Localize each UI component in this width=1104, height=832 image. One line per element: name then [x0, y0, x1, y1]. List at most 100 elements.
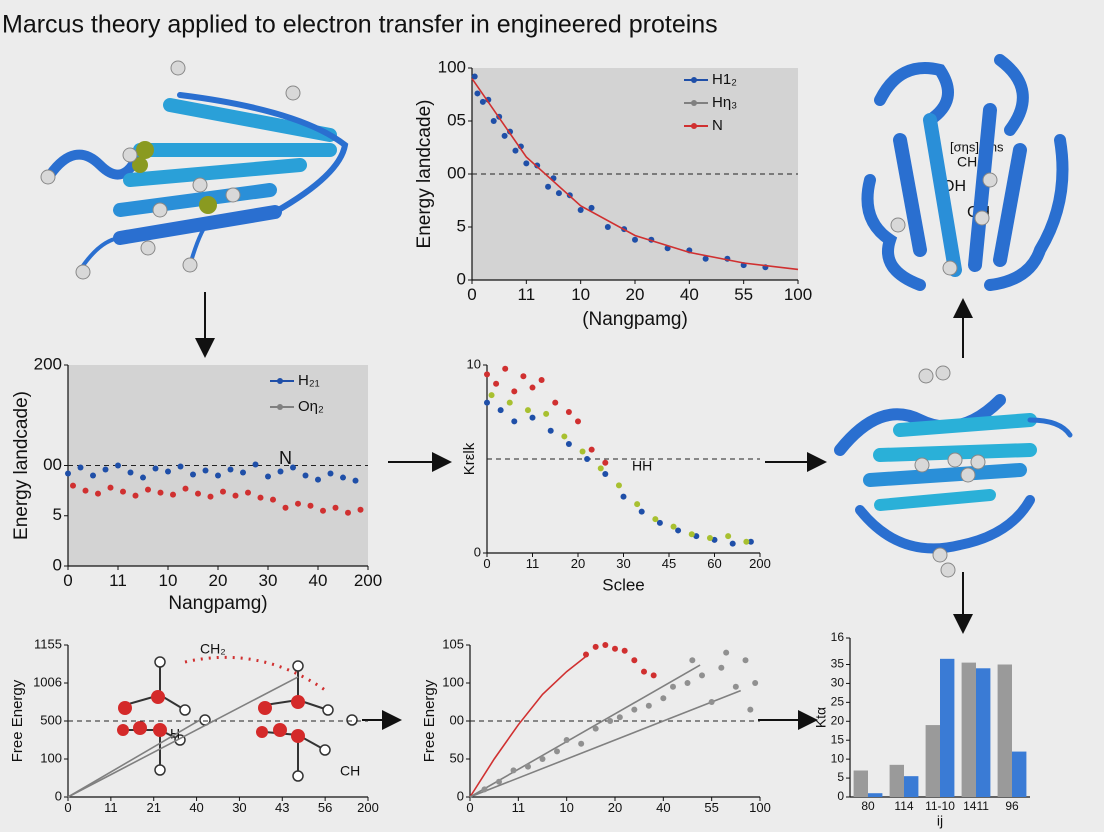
sphere — [152, 202, 168, 218]
series-line — [469, 664, 701, 798]
data-point — [195, 490, 201, 497]
x-tick-label: 55 — [734, 285, 753, 304]
data-point — [523, 160, 530, 167]
x-tick-label: 0 — [64, 800, 71, 815]
bar — [853, 770, 868, 797]
y-tick-label: 5 — [53, 505, 62, 524]
ribbon — [45, 145, 145, 180]
data-point — [497, 407, 504, 414]
y-tick-label: 0 — [53, 555, 62, 574]
data-point — [511, 388, 518, 395]
data-point — [240, 469, 246, 476]
sphere — [942, 260, 958, 276]
data-point — [327, 470, 334, 477]
data-point — [693, 533, 700, 540]
data-point — [132, 492, 139, 499]
data-point — [484, 399, 490, 406]
bar — [976, 668, 991, 797]
data-point — [102, 466, 109, 473]
data-point — [352, 477, 359, 484]
annotation: HH — [632, 458, 652, 474]
y-tick-label: 0 — [837, 789, 844, 803]
data-point — [711, 536, 718, 543]
data-point — [77, 464, 84, 471]
data-point — [545, 183, 552, 190]
data-point — [615, 482, 622, 489]
atoms — [154, 656, 358, 782]
data-point — [65, 470, 71, 477]
legend-label: Hη₃ — [712, 94, 737, 111]
ribbon — [123, 158, 307, 187]
x-tick-label: 20 — [608, 800, 622, 815]
x-axis-label: (Nangpamg) — [582, 309, 688, 330]
data-point — [732, 683, 739, 690]
x-tick-label: 40 — [680, 285, 699, 304]
x-tick-label: 200 — [354, 571, 382, 590]
data-point — [554, 748, 560, 755]
data-point — [320, 507, 326, 514]
sphere — [285, 85, 301, 101]
sphere — [947, 452, 963, 468]
y-tick-label: 100 — [438, 57, 466, 76]
data-point — [652, 516, 659, 523]
y-tick-label: 10 — [467, 356, 481, 371]
data-point — [631, 657, 638, 664]
sphere — [140, 240, 156, 256]
data-point — [524, 407, 531, 414]
legend-label: N — [712, 117, 723, 134]
data-point — [490, 118, 497, 124]
data-point — [561, 433, 568, 440]
x-tick-label: 40 — [189, 800, 203, 815]
data-point — [583, 651, 589, 658]
cofactor — [199, 196, 217, 214]
cofactor — [132, 157, 148, 173]
data-point — [602, 471, 609, 478]
data-point — [496, 778, 502, 785]
data-point — [684, 680, 691, 686]
data-point — [165, 468, 171, 475]
x-tick-label: 60 — [707, 556, 721, 571]
x-axis-label: ij — [937, 813, 943, 829]
data-point — [145, 486, 151, 493]
sphere — [75, 264, 91, 280]
y-tick-label: 35 — [831, 657, 845, 671]
x-tick-label: 30 — [232, 800, 246, 815]
y-axis-label: Free Energy — [9, 679, 26, 762]
legend-swatch — [691, 100, 697, 106]
data-point — [592, 725, 599, 732]
data-point — [538, 377, 545, 384]
y-tick-label: 20 — [831, 713, 845, 727]
data-point — [747, 706, 754, 713]
bar — [904, 776, 919, 797]
data-point — [245, 489, 251, 496]
data-point — [621, 647, 628, 654]
data-point — [220, 488, 226, 495]
annotation: N — [279, 448, 292, 468]
data-point — [650, 672, 657, 679]
y-tick-label: 5 — [457, 216, 466, 235]
data-point — [182, 485, 189, 492]
data-point — [747, 538, 754, 545]
data-point — [302, 472, 309, 479]
data-point — [638, 508, 645, 515]
y-tick-label: 00 — [447, 163, 466, 182]
x-tick-label: 10 — [571, 285, 590, 304]
ribbon — [855, 495, 1035, 554]
ribbon — [923, 113, 962, 277]
ribbon — [113, 183, 277, 217]
data-point — [607, 718, 614, 724]
sphere — [122, 147, 138, 163]
protein-label: [σηs]ems — [950, 139, 1004, 154]
y-tick-label: 200 — [34, 354, 62, 373]
data-point — [127, 469, 134, 476]
data-point — [471, 73, 478, 80]
x-tick-label: 10 — [159, 571, 178, 590]
data-point — [70, 482, 76, 489]
legend-swatch — [277, 404, 283, 410]
sphere — [982, 172, 998, 188]
x-tick-label: 200 — [749, 556, 771, 571]
page-title: Marcus theory applied to electron transf… — [2, 11, 718, 39]
y-tick-label: 00 — [450, 712, 464, 727]
x-axis-label: Nangpamg) — [168, 593, 267, 614]
x-tick-label: 100 — [784, 285, 812, 304]
